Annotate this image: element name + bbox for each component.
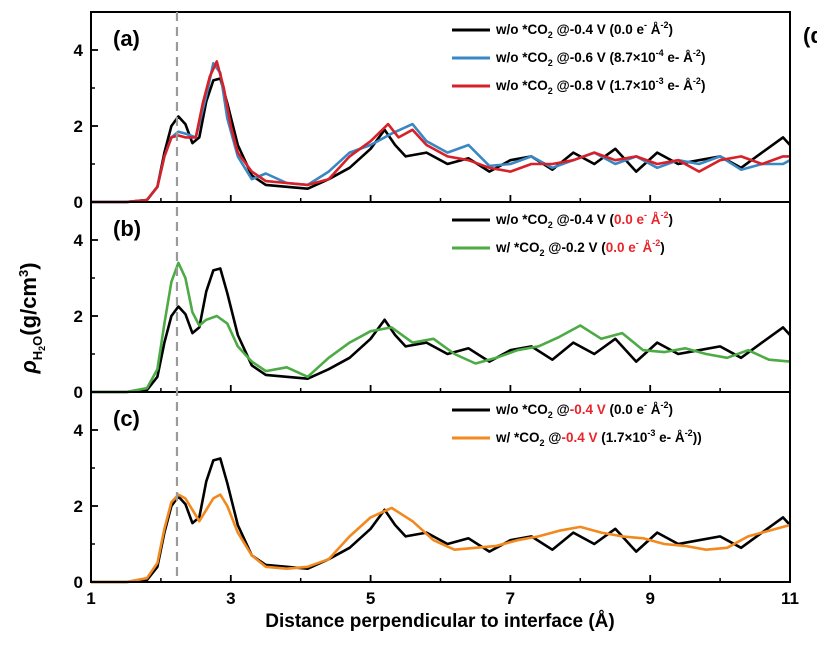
panel-label-0: (a)	[113, 26, 140, 51]
y-tick-label-0-1: 2	[74, 117, 83, 136]
y-tick-label-2-1: 2	[74, 497, 83, 516]
y-tick-label-2-2: 4	[74, 421, 84, 440]
y-tick-label-1-0: 0	[74, 383, 83, 402]
legend-text-2-0: w/o *CO2 @-0.4 V (0.0 e- Å-2)	[495, 400, 673, 420]
y-tick-label-1-1: 2	[74, 307, 83, 326]
series-line-1-0	[91, 267, 791, 394]
series-line-0-0	[91, 77, 791, 204]
x-tick-label-2: 5	[366, 589, 375, 608]
legend-text-1-0: w/o *CO2 @-0.4 V (0.0 e- Å-2)	[495, 210, 673, 230]
panel-label-2: (c)	[113, 406, 140, 431]
x-tick-label-3: 7	[506, 589, 515, 608]
series-line-0-1	[91, 62, 791, 204]
y-tick-label-0-0: 0	[74, 193, 83, 212]
legend-text-0-2: w/o *CO2 @-0.8 V (1.7×10-3 e- Å-2)	[495, 76, 705, 96]
panel-2: 0 2 4 (c) w/o *CO2 @-0.4 V (0.0 e- Å-2) w/ *C…	[74, 391, 791, 592]
x-axis-title: Distance perpendicular to interface (Å)	[265, 611, 614, 632]
x-tick-label-1: 3	[226, 589, 235, 608]
legend-text-0-1: w/o *CO2 @-0.6 V (8.7×10-4 e- Å-2)	[495, 48, 705, 68]
x-tick-label-5: 11	[781, 589, 799, 608]
y-tick-label-2-0: 0	[74, 573, 83, 592]
panel-label-1: (b)	[113, 216, 141, 241]
panel-1: 0 2 4 (b) w/o *CO2 @-0.4 V (0.0 e- Å-2) w/ *C…	[74, 201, 791, 402]
plot-frame-0	[90, 11, 791, 203]
plot-frame-2	[90, 391, 791, 583]
legend-text-0-0: w/o *CO2 @-0.4 V (0.0 e- Å-2)	[495, 20, 673, 40]
series-line-0-2	[91, 60, 790, 204]
x-tick-label-4: 9	[645, 589, 654, 608]
panels: 0 2 4 (a) w/o *CO2 @-0.4 V (0.0 e- Å-2) w/o *…	[74, 11, 799, 608]
series-line-2-1	[91, 493, 791, 584]
y-tick-label-0-2: 4	[74, 41, 84, 60]
edge-panel-label: (d	[803, 23, 817, 48]
y-axis-title: ρH2O(g/cm3)	[16, 262, 47, 374]
x-tick-label-0: 1	[86, 589, 95, 608]
plot-frame-1	[90, 201, 791, 393]
panel-0: 0 2 4 (a) w/o *CO2 @-0.4 V (0.0 e- Å-2) w/o *…	[74, 11, 791, 212]
y-axis-title-text: ρH2O(g/cm3)	[16, 262, 47, 374]
series-line-2-0	[91, 457, 791, 584]
y-tick-label-1-2: 4	[74, 231, 84, 250]
legend-text-2-1: w/ *CO2 @-0.4 V (1.7×10-3 e- Å-2))	[495, 428, 702, 448]
legend-text-1-1: w/ *CO2 @-0.2 V (0.0 e- Å-2)	[495, 238, 665, 258]
series-line-1-1	[91, 261, 791, 394]
